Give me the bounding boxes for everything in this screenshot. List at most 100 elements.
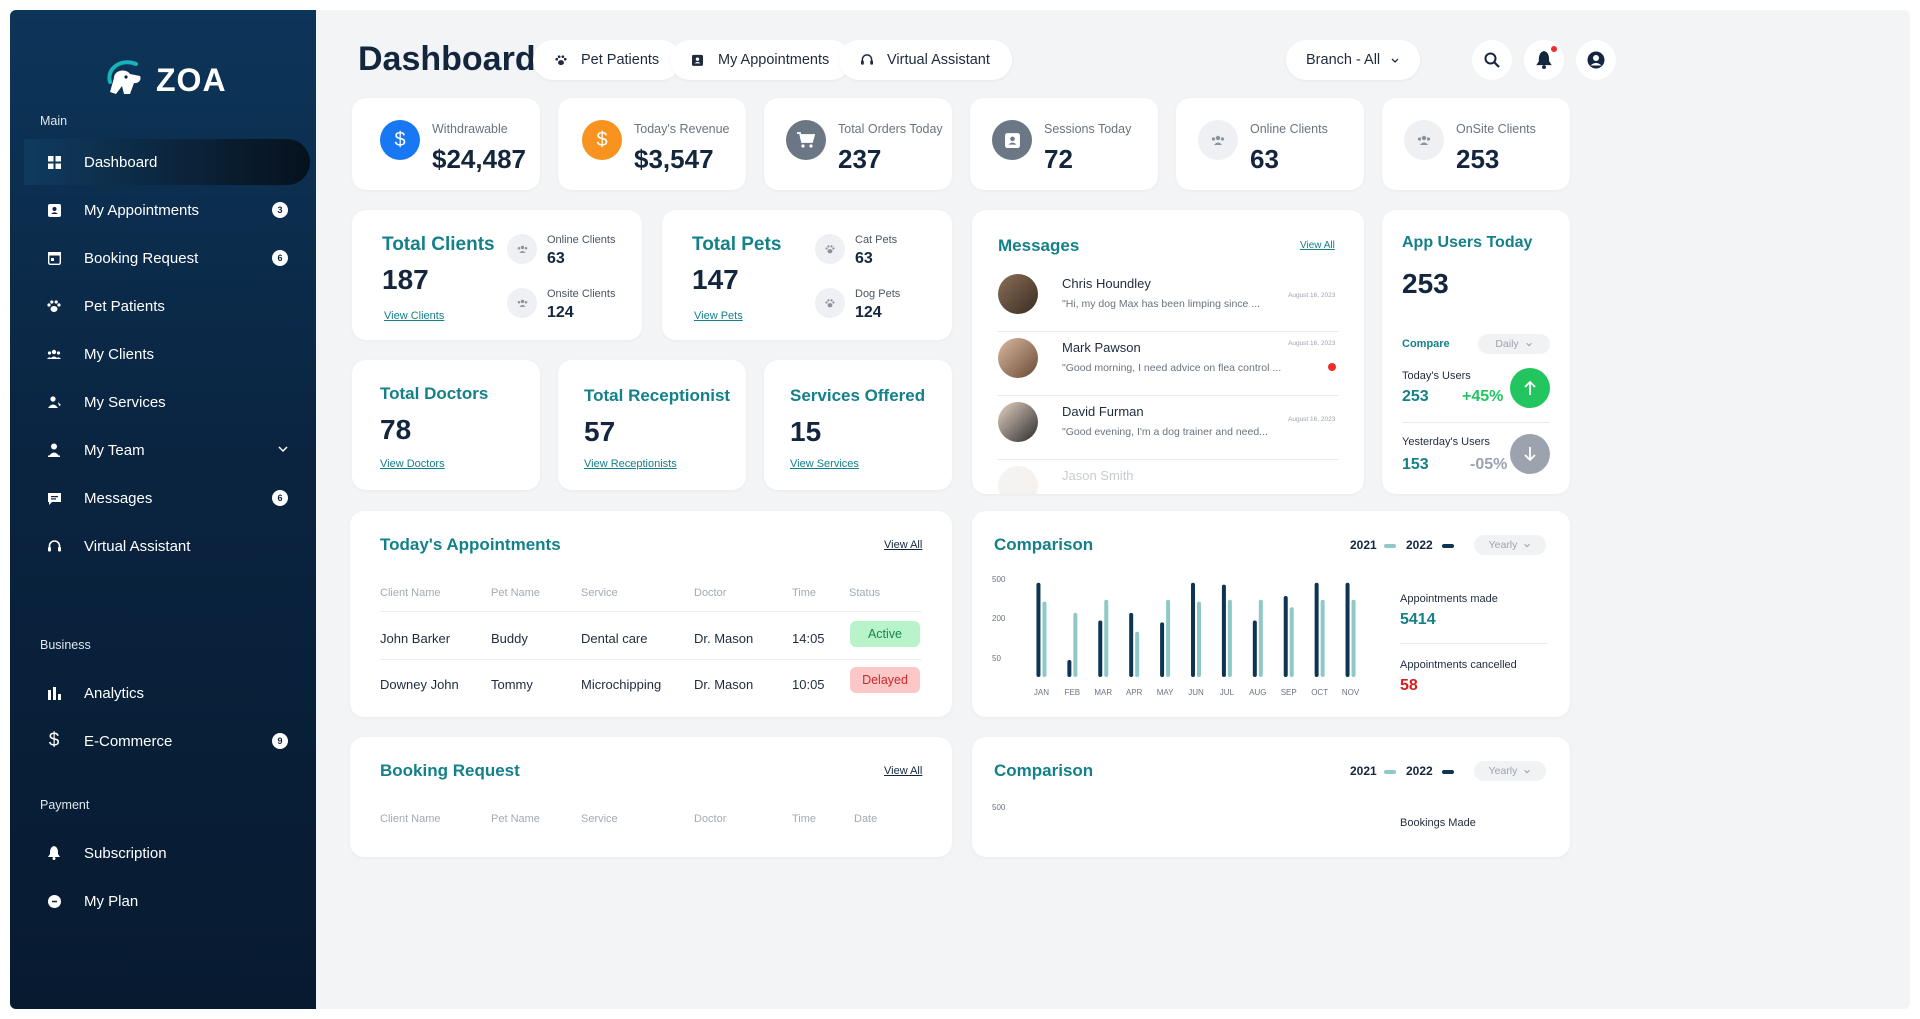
bar-2021-aug [1258,599,1263,677]
chevron-down-icon [1524,769,1531,774]
avatar [998,274,1038,314]
sidebar-item-label: Analytics [84,684,145,702]
stat-value: 237 [838,144,882,174]
paw-icon [815,234,845,264]
total-pets-card: Total Pets 147 View Pets Cat Pets 63 Dog… [662,210,952,340]
message-item[interactable]: Chris Houndley "Hi, my dog Max has been … [998,268,1338,332]
legend-year-b: 2022 [1406,538,1433,552]
calendar-user-icon [46,202,62,218]
sidebar-item-virtual-assistant[interactable]: Virtual Assistant [24,523,310,569]
view-clients-link[interactable]: View Clients [384,310,445,322]
status-badge: Active [850,621,920,647]
legend-year-a: 2021 [1350,538,1377,552]
sidebar-item-my-team[interactable]: My Team [24,427,310,473]
column-header: Time [792,813,817,825]
search-icon [1484,52,1500,68]
todays-users-label: Today's Users [1402,370,1471,382]
cell-client: John Barker [380,631,451,646]
x-tick-label: MAY [1157,688,1174,697]
view-pets-link[interactable]: View Pets [694,310,743,322]
bar-2022-sep [1283,595,1288,677]
virtual-assistant-button[interactable]: Virtual Assistant [839,40,1012,80]
period-select[interactable]: Yearly [1474,535,1546,555]
bar-2021-apr [1135,631,1140,677]
todays-users-change: +45% [1462,388,1504,405]
message-item[interactable]: David Furman "Good evening, I'm a dog tr… [998,396,1338,460]
section-payment-label: Payment [40,798,90,812]
paw-icon [815,288,845,318]
avatar [998,338,1038,378]
cell-service: Microchipping [581,677,662,692]
chevron-down-icon[interactable] [276,442,290,456]
column-header: Pet Name [491,813,540,825]
section-main-label: Main [40,114,68,128]
stat-value: 253 [1456,144,1500,174]
view-receptionists-link[interactable]: View Receptionists [584,458,677,470]
view-services-link[interactable]: View Services [790,458,859,470]
sidebar-item-e-commerce[interactable]: $ E-Commerce 9 [24,718,310,764]
my-appointments-button[interactable]: My Appointments [670,40,852,80]
todays-users-value: 253 [1402,388,1429,405]
view-all-messages-link[interactable]: View All [1300,240,1335,251]
stat-withdrawable: $ Withdrawable $24,487 [352,98,540,190]
dashboard-icon [46,154,62,170]
column-header: Time [792,587,817,599]
calendar-user-icon [992,120,1032,160]
view-doctors-link[interactable]: View Doctors [380,458,445,470]
services-offered-card: Services Offered 15 View Services [764,360,952,490]
sidebar-item-analytics[interactable]: Analytics [24,670,310,716]
search-button[interactable] [1472,40,1512,80]
period-select[interactable]: Yearly [1474,761,1546,781]
column-header: Service [581,813,618,825]
appointments-made-value: 5414 [1400,611,1436,628]
count-badge: 6 [272,490,288,506]
sidebar-item-my-plan[interactable]: My Plan [24,878,310,924]
sidebar-item-dashboard[interactable]: Dashboard [24,139,310,185]
pill-label: My Appointments [718,52,830,68]
message-sender: Chris Houndley [1062,276,1151,291]
yesterdays-users-change: -05% [1470,456,1508,473]
notifications-button[interactable] [1524,40,1564,80]
sidebar-item-subscription[interactable]: Subscription [24,830,310,876]
message-sender: Mark Pawson [1062,340,1141,355]
cell-doctor: Dr. Mason [694,677,754,692]
bell-icon [46,845,62,861]
stat-value: $24,487 [432,144,526,174]
message-item[interactable]: Jason Smith [998,460,1338,494]
branch-select[interactable]: Branch - All [1286,40,1421,80]
cell-pet: Buddy [491,631,528,646]
divider [380,659,922,660]
legend-year-b: 2022 [1406,764,1433,778]
dollar-icon: $ [582,120,622,160]
count-badge: 6 [272,250,288,266]
x-tick-label: AUG [1249,688,1266,697]
view-all-appointments-link[interactable]: View All [884,539,923,551]
todays-appointments-card: Today's Appointments View All Client Nam… [350,511,952,717]
view-all-bookings-link[interactable]: View All [884,765,923,777]
sidebar-item-my-services[interactable]: My Services [24,379,310,425]
arrow-down-icon [1510,434,1550,474]
sidebar-item-pet-patients[interactable]: Pet Patients [24,283,310,329]
period-value: Daily [1495,338,1519,350]
x-tick-label: SEP [1281,688,1297,697]
cell-service: Dental care [581,631,648,646]
bar-2022-aug [1252,620,1257,677]
message-item[interactable]: Mark Pawson "Good morning, I need advice… [998,332,1338,396]
period-select[interactable]: Daily [1478,334,1550,354]
card-title: Booking Request [380,761,520,780]
count-badge: 9 [272,733,288,749]
message-preview: "Hi, my dog Max has been limping since .… [1062,298,1261,310]
mini-value: 124 [855,304,882,321]
divider [380,611,922,612]
brand-logo[interactable]: ZOA [100,56,227,104]
profile-button[interactable] [1576,40,1616,80]
sidebar-item-messages[interactable]: Messages 6 [24,475,310,521]
mini-label: Online Clients [547,234,616,246]
app-frame: ZOA Main Dashboard My Appointments 3 Boo… [10,10,1910,1009]
sidebar-item-my-clients[interactable]: My Clients [24,331,310,377]
pet-patients-button[interactable]: Pet Patients [533,40,682,80]
paw-icon [555,53,569,67]
stat-label: Today's Revenue [634,122,730,136]
sidebar-item-booking-request[interactable]: Booking Request 6 [24,235,310,281]
sidebar-item-my-appointments[interactable]: My Appointments 3 [24,187,310,233]
